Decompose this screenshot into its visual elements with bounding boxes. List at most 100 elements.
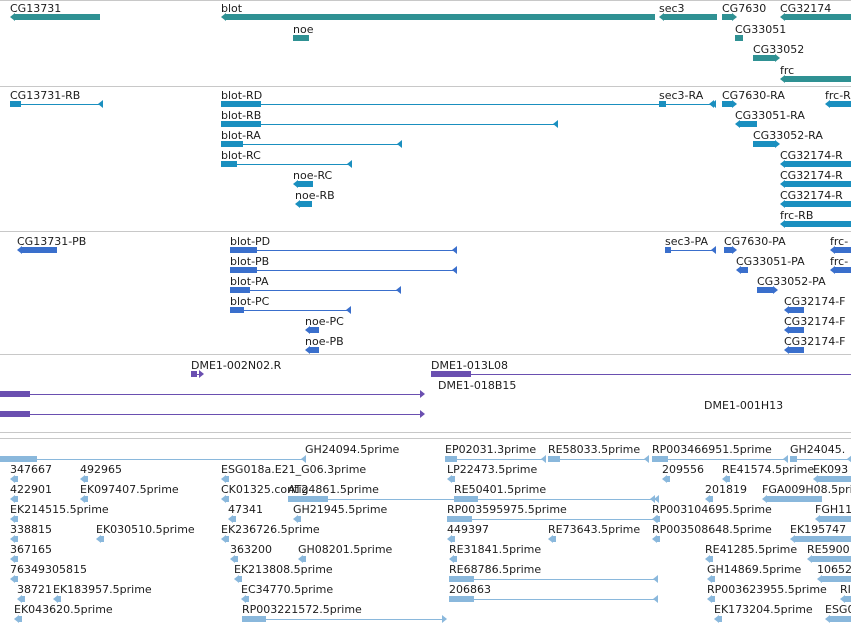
feature-label-338815[interactable]: 338815 (10, 523, 52, 536)
feature-glyph-lp22473-5prime[interactable] (447, 475, 461, 484)
feature-glyph-209556[interactable] (662, 475, 676, 484)
feature-label-cg7630-pa[interactable]: CG7630-PA (724, 235, 786, 248)
feature-glyph-10652[interactable] (817, 575, 851, 584)
feature-label-sec3-ra[interactable]: sec3-RA (659, 89, 704, 102)
feature-glyph-fga009h08-5prime[interactable] (762, 495, 828, 504)
feature-label-fga009h08-5prime[interactable]: FGA009H08.5prime (762, 483, 851, 496)
feature-label-ep02031-3prime[interactable]: EP02031.3prime (445, 443, 537, 456)
feature-glyph-cg32174-f[interactable] (784, 306, 810, 315)
feature-label-ek213808-5prime[interactable]: EK213808.5prime (234, 563, 333, 576)
feature-label-47341[interactable]: 47341 (228, 503, 263, 516)
feature-glyph-rp003623955-5prime[interactable] (707, 595, 721, 604)
feature-glyph-blot-pc[interactable] (230, 306, 356, 315)
feature-glyph-cg32174-r[interactable] (780, 200, 851, 209)
feature-label-blot-rc[interactable]: blot-RC (221, 149, 261, 162)
feature-glyph-re31841-5prime[interactable] (449, 555, 463, 564)
feature-label-cg32174-f[interactable]: CG32174-F (784, 315, 846, 328)
feature-label-cg13731-pb[interactable]: CG13731-PB (17, 235, 87, 248)
feature-glyph-fgh117a0[interactable] (815, 515, 851, 524)
feature-glyph-re73643-5prime[interactable] (548, 535, 562, 544)
feature-label-rp003623955-5prime[interactable]: RP003623955.5prime (707, 583, 827, 596)
feature-label-dme1-018b15[interactable]: DME1-018B15 (438, 379, 517, 392)
feature-label-dme1-001h13[interactable]: DME1-001H13 (704, 399, 784, 412)
feature-label-rp003104695-5prime[interactable]: RP003104695.5prime (652, 503, 772, 516)
feature-glyph-blot-rc[interactable] (221, 160, 357, 169)
feature-label-cg32174-f[interactable]: CG32174-F (784, 295, 846, 308)
feature-glyph-422901[interactable] (10, 495, 24, 504)
feature-label-frc-rb[interactable]: frc-RB (780, 209, 814, 222)
feature-label-422901[interactable]: 422901 (10, 483, 52, 496)
feature-label-38721[interactable]: 38721 (17, 583, 52, 596)
feature-label-492965[interactable]: 492965 (80, 463, 122, 476)
feature-glyph-noe-rc[interactable] (293, 180, 319, 189)
feature-glyph-cg13731-rb[interactable] (10, 100, 108, 109)
feature-label-ec34770-5prime[interactable]: EC34770.5prime (241, 583, 334, 596)
feature-glyph-ek213808-5prime[interactable] (234, 575, 248, 584)
feature-glyph-cg32174[interactable] (780, 13, 851, 22)
feature-glyph-rp003466951-5prime[interactable] (652, 455, 793, 464)
feature-glyph-rp003221572-5prime[interactable] (242, 615, 448, 624)
feature-glyph-cg33051-pa[interactable] (736, 266, 754, 275)
feature-label-cg7630-ra[interactable]: CG7630-RA (722, 89, 785, 102)
feature-glyph-ek195747[interactable] (790, 535, 851, 544)
feature-label-sec3[interactable]: sec3 (659, 2, 685, 15)
feature-glyph-dme1-018b15[interactable] (0, 390, 426, 399)
feature-label-noe-rc[interactable]: noe-RC (293, 169, 333, 182)
feature-label-76349305815[interactable]: 76349305815 (10, 563, 87, 576)
feature-glyph-noe-pb[interactable] (305, 346, 325, 355)
feature-label-ek183957-5prime[interactable]: EK183957.5prime (53, 583, 152, 596)
feature-label-347667[interactable]: 347667 (10, 463, 52, 476)
feature-label-at24861-5prime[interactable]: AT24861.5prime (288, 483, 379, 496)
feature-label-cg13731[interactable]: CG13731 (10, 2, 62, 15)
feature-glyph-re5900[interactable] (807, 555, 851, 564)
feature-glyph-206863[interactable] (449, 595, 663, 604)
feature-glyph-47341[interactable] (228, 515, 242, 524)
feature-glyph-201819[interactable] (705, 495, 719, 504)
feature-label-ek043620-5prime[interactable]: EK043620.5prime (14, 603, 113, 616)
feature-glyph-noe-rb[interactable] (295, 200, 318, 209)
feature-label-re68786-5prime[interactable]: RE68786.5prime (449, 563, 542, 576)
feature-glyph-noe-pc[interactable] (305, 326, 325, 335)
feature-label-blot[interactable]: blot (221, 2, 243, 15)
feature-glyph-ek093[interactable] (813, 475, 851, 484)
feature-label-fgh117a0[interactable]: FGH117A0 (815, 503, 851, 516)
feature-glyph-cg13731-pb[interactable] (17, 246, 63, 255)
feature-label-449397[interactable]: 449397 (447, 523, 489, 536)
feature-glyph-cg33052-pa[interactable] (757, 286, 783, 295)
feature-glyph-cg7630-ra[interactable] (722, 100, 742, 109)
feature-glyph-cg7630[interactable] (722, 13, 742, 22)
feature-glyph-blot-pb[interactable] (230, 266, 462, 275)
feature-label-209556[interactable]: 209556 (662, 463, 704, 476)
feature-label-10652[interactable]: 10652 (817, 563, 851, 576)
feature-glyph-cg33052-ra[interactable] (753, 140, 785, 149)
feature-label-ck01325-contig[interactable]: CK01325.contig (221, 483, 309, 496)
feature-label-ek173204-5prime[interactable]: EK173204.5prime (714, 603, 813, 616)
feature-label-lp22473-5prime[interactable]: LP22473.5prime (447, 463, 538, 476)
feature-glyph-cg33051[interactable] (735, 34, 753, 43)
feature-label-cg33052-ra[interactable]: CG33052-RA (753, 129, 823, 142)
feature-glyph-dme1-013l08[interactable] (431, 370, 851, 379)
feature-label-re73643-5prime[interactable]: RE73643.5prime (548, 523, 641, 536)
feature-label-gh21945-5prime[interactable]: GH21945.5prime (293, 503, 388, 516)
feature-label-201819[interactable]: 201819 (705, 483, 747, 496)
feature-label-367165[interactable]: 367165 (10, 543, 52, 556)
feature-glyph-blot[interactable] (221, 13, 661, 22)
feature-label-blot-pb[interactable]: blot-PB (230, 255, 270, 268)
feature-label-noe-rb[interactable]: noe-RB (295, 189, 335, 202)
feature-glyph-blot-rd[interactable] (221, 100, 719, 109)
feature-glyph-cg32174-f[interactable] (784, 346, 810, 355)
feature-label-ek236726-5prime[interactable]: EK236726.5prime (221, 523, 320, 536)
feature-label-noe-pc[interactable]: noe-PC (305, 315, 344, 328)
feature-label-cg32174-r[interactable]: CG32174-R (780, 169, 843, 182)
feature-glyph-blot-rb[interactable] (221, 120, 563, 129)
feature-label-cg7630[interactable]: CG7630 (722, 2, 767, 15)
feature-glyph-blot-pa[interactable] (230, 286, 406, 295)
feature-glyph-363200[interactable] (230, 555, 244, 564)
feature-glyph-cg33051-ra[interactable] (735, 120, 763, 129)
feature-label-cg33052-pa[interactable]: CG33052-PA (757, 275, 826, 288)
feature-label-blot-ra[interactable]: blot-RA (221, 129, 261, 142)
feature-label-rp003466951-5prime[interactable]: RP003466951.5prime (652, 443, 772, 456)
feature-label-noe-pb[interactable]: noe-PB (305, 335, 344, 348)
feature-glyph-sec3-pa[interactable] (665, 246, 721, 255)
feature-glyph-blot-pd[interactable] (230, 246, 462, 255)
